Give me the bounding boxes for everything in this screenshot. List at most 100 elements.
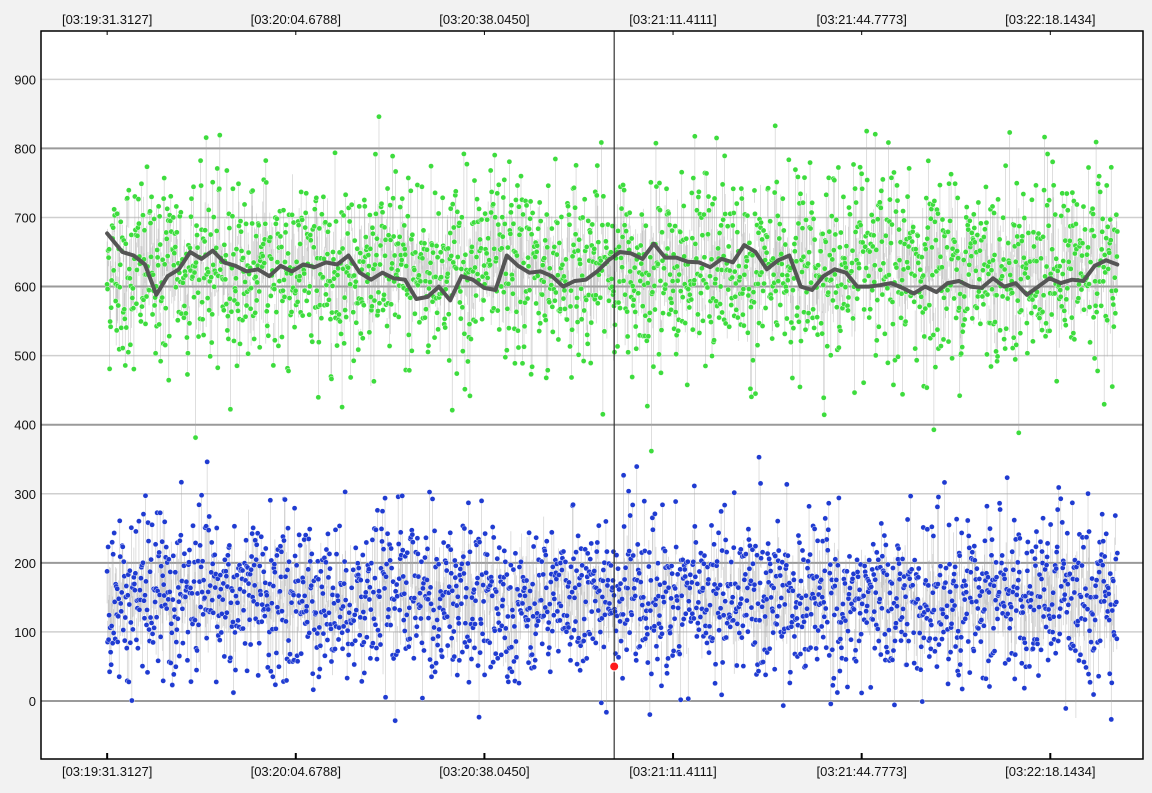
- green-series-point: [341, 213, 346, 218]
- green-series-point: [165, 253, 170, 258]
- green-series-point: [561, 274, 566, 279]
- green-series-point: [235, 308, 240, 313]
- green-series-point: [462, 331, 467, 336]
- green-series-point: [392, 253, 397, 258]
- green-series-point: [335, 266, 340, 271]
- green-series-point: [443, 325, 448, 330]
- green-series-point: [274, 309, 279, 314]
- green-series-point: [533, 254, 538, 259]
- green-series-point: [468, 336, 473, 341]
- green-series-point: [376, 114, 381, 119]
- green-series-point: [294, 259, 299, 264]
- green-series-point: [147, 209, 152, 214]
- green-series-point: [447, 358, 452, 363]
- green-series-point: [166, 378, 171, 383]
- green-series-point: [535, 273, 540, 278]
- green-series-point: [108, 319, 113, 324]
- green-series-point: [214, 228, 219, 233]
- green-series-point: [299, 189, 304, 194]
- green-series-point: [464, 162, 469, 167]
- green-series-point: [192, 270, 197, 275]
- green-series-point: [268, 293, 273, 298]
- green-series-point: [308, 238, 313, 243]
- green-series-point: [454, 266, 459, 271]
- green-series-point: [361, 303, 366, 308]
- green-series-point: [512, 361, 517, 366]
- green-series-point: [568, 288, 573, 293]
- green-series-point: [196, 334, 201, 339]
- green-series-point: [116, 303, 121, 308]
- green-series-point: [595, 301, 600, 306]
- green-series-point: [144, 294, 149, 299]
- green-series-point: [499, 284, 504, 289]
- green-series-point: [122, 316, 127, 321]
- green-series-point: [509, 203, 514, 208]
- green-series-point: [340, 246, 345, 251]
- green-series-point: [243, 314, 248, 319]
- green-series-point: [389, 302, 394, 307]
- green-series-point: [204, 135, 209, 140]
- green-series-point: [422, 241, 427, 246]
- green-series-point: [112, 207, 117, 212]
- green-series-point: [460, 305, 465, 310]
- green-series-point: [300, 313, 305, 318]
- green-series-point: [254, 234, 259, 239]
- green-series-point: [377, 262, 382, 267]
- green-series-point: [434, 310, 439, 315]
- green-series-point: [522, 324, 527, 329]
- green-series-point: [367, 330, 372, 335]
- green-series-point: [552, 244, 557, 249]
- green-series-point: [500, 234, 505, 239]
- green-series-point: [234, 363, 239, 368]
- green-series-point: [520, 361, 525, 366]
- green-series-point: [584, 297, 589, 302]
- green-series-point: [142, 228, 147, 233]
- green-series-point: [571, 185, 576, 190]
- green-series-point: [505, 306, 510, 311]
- green-series-point: [561, 296, 566, 301]
- green-series-point: [590, 222, 595, 227]
- green-series-point: [324, 302, 329, 307]
- green-series-point: [372, 262, 377, 267]
- green-series-point: [521, 344, 526, 349]
- green-series-point: [389, 266, 394, 271]
- green-series-point: [390, 261, 395, 266]
- green-series-point: [168, 194, 173, 199]
- green-series-point: [280, 288, 285, 293]
- green-series-point: [496, 222, 501, 227]
- green-series-point: [135, 233, 140, 238]
- green-series-point: [185, 372, 190, 377]
- green-series-point: [279, 334, 284, 339]
- green-series-point: [187, 321, 192, 326]
- green-series-point: [283, 222, 288, 227]
- green-series-point: [448, 230, 453, 235]
- green-series-point: [209, 275, 214, 280]
- green-series-point: [549, 226, 554, 231]
- green-series-point: [352, 238, 357, 243]
- green-series-point: [506, 325, 511, 330]
- green-series-point: [491, 202, 496, 207]
- green-series-point: [473, 319, 478, 324]
- green-series-point: [507, 159, 512, 164]
- green-series-point: [187, 245, 192, 250]
- green-series-point: [292, 325, 297, 330]
- green-series-point: [274, 216, 279, 221]
- green-series-point: [385, 186, 390, 191]
- green-series-point: [525, 255, 530, 260]
- green-series-point: [418, 279, 423, 284]
- green-series-point: [231, 338, 236, 343]
- green-series-point: [380, 210, 385, 215]
- green-series-point: [130, 286, 135, 291]
- green-series-point: [194, 232, 199, 237]
- green-series-point: [148, 221, 153, 226]
- green-series-point: [504, 348, 509, 353]
- green-series-point: [380, 307, 385, 312]
- green-series-point: [541, 279, 546, 284]
- green-series-point: [554, 252, 559, 257]
- green-series-point: [505, 245, 510, 250]
- green-series-point: [485, 217, 490, 222]
- green-series-point: [358, 250, 363, 255]
- green-series-point: [467, 393, 472, 398]
- green-series-point: [373, 211, 378, 216]
